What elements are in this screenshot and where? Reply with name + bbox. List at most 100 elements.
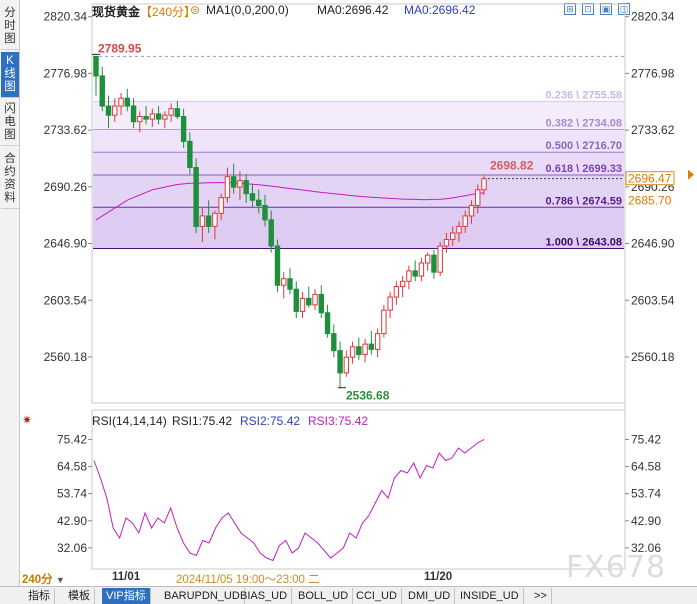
candle-body — [205, 215, 212, 227]
price-tick-left: 2690.26 — [44, 180, 88, 194]
tab-dmi[interactable]: DMI_UD — [404, 588, 456, 604]
rsi1-value: RSI1:75.42 — [172, 414, 232, 428]
tab-bias[interactable]: BIAS_UD — [236, 588, 293, 604]
price-tick-right: 2646.90 — [631, 237, 675, 251]
candle-body — [456, 225, 462, 234]
high-price-label: 2789.95 — [98, 41, 142, 55]
candle-body — [130, 105, 137, 123]
candle-body — [450, 232, 456, 240]
rsi-settings-icon[interactable]: ✷ — [22, 413, 32, 427]
candle-body — [368, 343, 375, 350]
rsi-line — [93, 438, 485, 562]
candle-body — [212, 212, 218, 227]
rsi-tick-left: 53.74 — [57, 487, 87, 501]
candle-body — [324, 312, 331, 335]
rsi-tick-right: 53.74 — [631, 487, 661, 501]
fibonacci-levels: 0.236 \ 2755.58 0.382 \ 2734.08 0.500 \ 27… — [93, 55, 624, 250]
fib-band — [93, 174, 624, 208]
price-tick-left: 2603.54 — [44, 293, 88, 307]
rsi-tick-left: 32.06 — [57, 541, 87, 555]
candle-body — [293, 288, 299, 312]
candle-body — [349, 346, 356, 358]
candle-body — [99, 75, 105, 107]
instrument-name: 现货黄金 — [92, 5, 141, 19]
last-high-label: 2698.82 — [490, 159, 534, 173]
candle-body — [193, 167, 199, 227]
price-tick-left: 2820.34 — [44, 10, 88, 24]
price-tick-left: 2733.62 — [44, 123, 88, 137]
candle-body — [187, 140, 193, 169]
tab-indicator[interactable]: 指标 — [24, 588, 55, 604]
candles-layer — [93, 55, 487, 388]
candle-body — [475, 189, 481, 206]
fib-band — [93, 129, 624, 153]
rsi-tick-left: 42.90 — [57, 514, 87, 528]
price-tick-right: 2820.34 — [631, 10, 675, 24]
candle-body — [424, 254, 431, 264]
price-tick-left: 2560.18 — [44, 350, 88, 364]
candle-body — [393, 286, 400, 298]
fib-label: 0.618 \ 2699.33 — [546, 163, 622, 175]
rsi-panel-frame — [91, 409, 626, 570]
kline-chart[interactable]: 0.236 \ 2755.58 0.382 \ 2734.08 0.500 \ 27… — [0, 0, 697, 586]
tab-flash[interactable]: 闪电图 — [1, 100, 19, 146]
candle-body — [362, 343, 368, 356]
tab-boll[interactable]: BOLL_UD — [294, 588, 354, 604]
tab-kline[interactable]: K线图 — [1, 52, 19, 98]
period-selector[interactable]: 240分 ▼ — [22, 571, 65, 586]
ma0-value-b: MA0:2696.42 — [404, 3, 476, 17]
tab-barupdn[interactable]: BARUPDN_UD — [160, 588, 245, 604]
rsi-tick-left: 75.42 — [57, 432, 87, 446]
candle-body — [180, 116, 187, 142]
tab-cci[interactable]: CCI_UD — [352, 588, 402, 604]
cursor-time-readout: 2024/11/05 19:00～23:00 二 — [176, 574, 320, 586]
tab-timeshare[interactable]: 分时图 — [1, 4, 19, 50]
price-tick-left: 2776.98 — [44, 66, 88, 80]
rsi-layer: 75.42 75.42 64.58 64.58 53.74 53.74 42.90 42.90… — [57, 432, 661, 562]
rsi2-value: RSI2:75.42 — [240, 414, 300, 428]
candle-body — [230, 176, 237, 188]
last-price-tag: 2696.47 — [628, 172, 672, 186]
fib-label: 1.000 \ 2643.08 — [546, 237, 622, 249]
ma-params: MA1(0,0,200,0) — [206, 3, 289, 17]
rsi-tick-right: 42.90 — [631, 514, 661, 528]
candle-body — [287, 278, 293, 290]
candle-body — [481, 178, 487, 191]
candle-body — [118, 97, 124, 107]
candle-body — [262, 204, 268, 221]
tab-inside[interactable]: INSIDE_UD — [456, 588, 524, 604]
candle-body — [387, 296, 393, 311]
period-selector-label: 240分 — [22, 574, 53, 586]
candle-body — [437, 245, 443, 273]
candle-body — [399, 280, 406, 288]
side-tab-bar: 分时图 K线图 闪电图 合约资料 — [0, 0, 20, 586]
candle-body — [199, 215, 206, 227]
candle-body — [281, 278, 287, 286]
candle-body — [162, 114, 168, 120]
last-price-tag-box — [625, 171, 675, 186]
candle-body — [174, 108, 181, 118]
chart-header: 现货黄金 【240分】 ⊜ MA1(0,0,200,0) MA0:2696.42… — [20, 0, 697, 20]
candle-body — [218, 197, 224, 214]
period-label[interactable]: 【240分】 — [140, 5, 197, 19]
candle-body — [337, 350, 343, 374]
candle-body — [343, 356, 350, 374]
candle-body — [256, 199, 262, 206]
fib-band — [93, 207, 624, 249]
rsi-params: RSI(14,14,14) — [92, 414, 167, 428]
tab-contract-info[interactable]: 合约资料 — [1, 150, 19, 209]
candle-body — [249, 193, 256, 201]
candle-body — [274, 245, 281, 286]
candle-body — [468, 204, 475, 217]
tab-template[interactable]: 模板 — [64, 588, 95, 604]
candle-body — [306, 297, 312, 306]
price-tick-right: 2733.62 — [631, 123, 675, 137]
chevron-down-icon: ▼ — [55, 575, 65, 585]
tab-vip-indicator[interactable]: VIP指标 — [102, 588, 151, 604]
candle-body — [374, 333, 381, 350]
price-tick-left: 2646.90 — [44, 237, 88, 251]
candle-body — [406, 270, 412, 282]
tab-more[interactable]: >> — [530, 588, 552, 604]
ma-settings-icon[interactable]: ⊜ — [190, 3, 201, 17]
price-tick-right: 2603.54 — [631, 293, 675, 307]
